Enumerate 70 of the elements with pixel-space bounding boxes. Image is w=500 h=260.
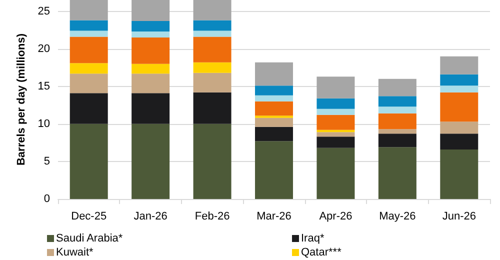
bar (316, 114, 355, 130)
bar (316, 76, 355, 98)
bar (132, 38, 170, 64)
bar (378, 96, 416, 107)
legend-label: Saudi Arabia* (56, 232, 124, 244)
bar (255, 141, 293, 199)
bar (70, 93, 108, 124)
bar (132, 21, 170, 32)
bar (378, 78, 416, 96)
y-tick-label: 15 (38, 80, 50, 92)
bar (193, 0, 232, 20)
bar (70, 63, 108, 74)
bar (132, 93, 170, 124)
bar (70, 30, 108, 37)
bar (440, 74, 478, 86)
bar (316, 136, 355, 148)
bar (440, 92, 478, 122)
bar (316, 132, 355, 137)
x-tick-label: Mar-26 (256, 210, 292, 222)
bar (132, 124, 170, 199)
x-tick-label: Jun-26 (442, 210, 476, 222)
legend-label: Qatar*** (301, 246, 342, 258)
bar (70, 0, 108, 20)
bar (70, 124, 108, 199)
bar (255, 86, 293, 96)
bar (255, 126, 293, 142)
x-tick-label: Feb-26 (194, 210, 230, 222)
bar (132, 74, 170, 94)
bar (440, 149, 478, 199)
y-tick-label: 20 (38, 42, 50, 55)
bar (440, 56, 478, 74)
bar (378, 134, 416, 148)
bar (255, 62, 293, 86)
bar (70, 74, 108, 94)
y-tick-label: 10 (38, 118, 50, 130)
bar (378, 106, 416, 114)
bar (255, 101, 293, 116)
bar (378, 113, 416, 130)
x-tick-label: May-26 (379, 210, 416, 222)
bar (316, 148, 355, 199)
bar (132, 32, 170, 38)
bar (255, 118, 293, 127)
legend-label: Iraq* (301, 232, 325, 244)
bar (378, 147, 416, 199)
bar (193, 62, 232, 73)
bar (193, 72, 232, 92)
bar (132, 0, 170, 22)
bar (440, 86, 478, 92)
bar (316, 98, 355, 109)
bar (193, 92, 232, 124)
bar (255, 95, 293, 102)
bar (193, 20, 232, 31)
bar (193, 124, 232, 199)
bar (132, 64, 170, 74)
x-tick-label: Jan-26 (134, 210, 168, 222)
legend-label: Kuwait* (56, 246, 94, 258)
bar (193, 30, 232, 37)
bar (378, 129, 416, 134)
bar (70, 20, 108, 31)
x-tick-label: Dec-25 (71, 210, 107, 222)
bar (193, 36, 232, 62)
y-tick-label: 0 (44, 193, 50, 205)
bar (70, 36, 108, 64)
bar (440, 122, 478, 134)
y-tick-label: 25 (38, 5, 50, 18)
y-axis-title: Barrels per day (millions) (15, 33, 28, 166)
y-tick-label: 5 (44, 155, 50, 168)
bar (316, 108, 355, 115)
bar (440, 134, 478, 150)
x-tick-label: Apr-26 (319, 210, 352, 222)
